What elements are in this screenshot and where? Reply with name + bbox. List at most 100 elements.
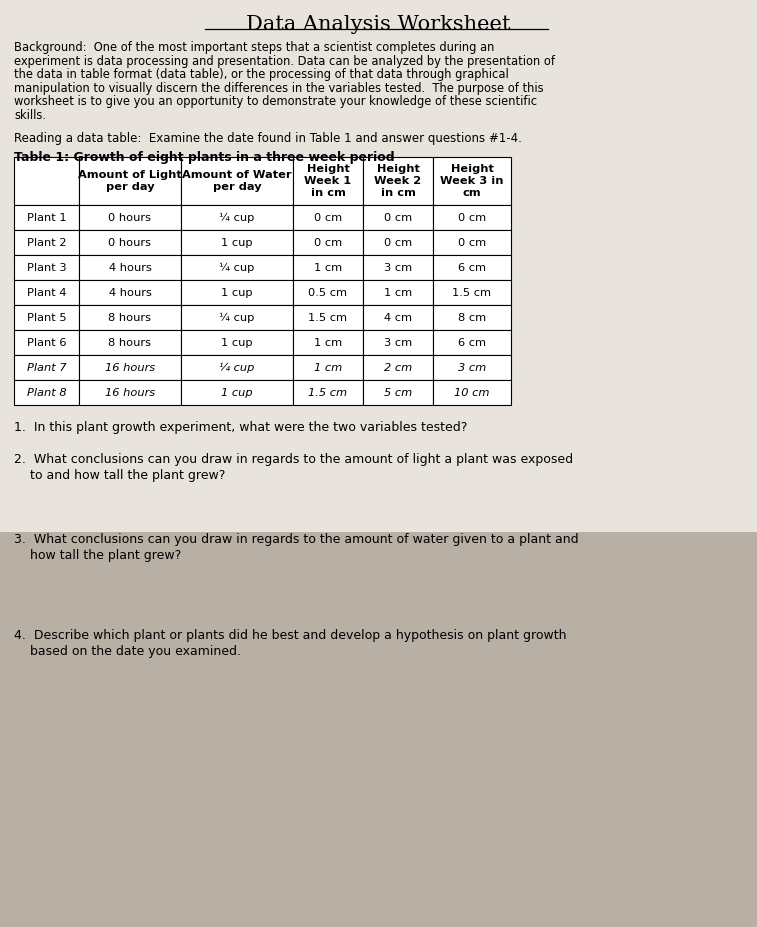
Text: experiment is data processing and presentation. Data can be analyzed by the pres: experiment is data processing and presen…: [14, 55, 555, 68]
Text: 6 cm: 6 cm: [458, 262, 486, 273]
Text: Table 1: Growth of eight plants in a three week period: Table 1: Growth of eight plants in a thr…: [14, 151, 394, 164]
Text: how tall the plant grew?: how tall the plant grew?: [14, 549, 181, 562]
Bar: [79, 280, 181, 305]
Bar: [79, 305, 181, 330]
Text: skills.: skills.: [14, 108, 46, 121]
Text: Background:  One of the most important steps that a scientist completes during a: Background: One of the most important st…: [14, 41, 494, 54]
Text: 1.5 cm: 1.5 cm: [309, 312, 347, 323]
Bar: [14, 280, 79, 305]
Bar: [293, 280, 363, 305]
Text: 16 hours: 16 hours: [105, 362, 155, 373]
Bar: [433, 157, 511, 205]
Bar: [181, 230, 293, 255]
Bar: [363, 305, 433, 330]
Bar: [181, 330, 293, 355]
Bar: [363, 230, 433, 255]
Text: worksheet is to give you an opportunity to demonstrate your knowledge of these s: worksheet is to give you an opportunity …: [14, 95, 537, 108]
Text: ¼ cup: ¼ cup: [220, 362, 254, 373]
Bar: [14, 305, 79, 330]
Bar: [14, 330, 79, 355]
Text: Height
Week 2
in cm: Height Week 2 in cm: [375, 163, 422, 198]
Bar: [363, 280, 433, 305]
Text: Amount of Water
per day: Amount of Water per day: [182, 170, 291, 192]
Text: 3 cm: 3 cm: [458, 362, 486, 373]
Text: 8 hours: 8 hours: [108, 312, 151, 323]
Bar: [293, 205, 363, 230]
Bar: [293, 330, 363, 355]
Text: 8 cm: 8 cm: [458, 312, 486, 323]
Text: 4 hours: 4 hours: [108, 262, 151, 273]
Text: 0 hours: 0 hours: [108, 237, 151, 248]
Text: 0 cm: 0 cm: [314, 212, 342, 222]
Text: Plant 2: Plant 2: [26, 237, 67, 248]
Text: Reading a data table:  Examine the date found in Table 1 and answer questions #1: Reading a data table: Examine the date f…: [14, 132, 522, 145]
Bar: [181, 305, 293, 330]
Text: 2 cm: 2 cm: [384, 362, 412, 373]
Text: 2.  What conclusions can you draw in regards to the amount of light a plant was : 2. What conclusions can you draw in rega…: [14, 453, 573, 466]
Text: ¼ cup: ¼ cup: [220, 212, 254, 222]
Bar: [293, 255, 363, 280]
Text: Plant 3: Plant 3: [26, 262, 67, 273]
Bar: [363, 255, 433, 280]
Bar: [433, 355, 511, 380]
Bar: [14, 355, 79, 380]
Text: 3 cm: 3 cm: [384, 262, 412, 273]
Text: Data Analysis Worksheet: Data Analysis Worksheet: [246, 15, 510, 34]
Bar: [79, 380, 181, 405]
Text: 0 hours: 0 hours: [108, 212, 151, 222]
Text: 0 cm: 0 cm: [384, 237, 412, 248]
Bar: [181, 280, 293, 305]
Text: Plant 4: Plant 4: [26, 287, 67, 298]
Text: 0 cm: 0 cm: [458, 237, 486, 248]
Text: 1.  In this plant growth experiment, what were the two variables tested?: 1. In this plant growth experiment, what…: [14, 421, 467, 434]
Text: 1.5 cm: 1.5 cm: [308, 387, 347, 398]
Text: to and how tall the plant grew?: to and how tall the plant grew?: [14, 469, 226, 482]
Bar: [14, 157, 79, 205]
Bar: [14, 205, 79, 230]
Bar: [181, 205, 293, 230]
Text: manipulation to visually discern the differences in the variables tested.  The p: manipulation to visually discern the dif…: [14, 82, 544, 95]
Bar: [79, 205, 181, 230]
Bar: [79, 355, 181, 380]
Text: 5 cm: 5 cm: [384, 387, 412, 398]
Text: the data in table format (data table), or the processing of that data through gr: the data in table format (data table), o…: [14, 68, 509, 81]
Bar: [14, 380, 79, 405]
Text: Plant 5: Plant 5: [26, 312, 67, 323]
Bar: [0, 0, 757, 532]
Text: Plant 7: Plant 7: [26, 362, 67, 373]
Bar: [79, 230, 181, 255]
Text: 0 cm: 0 cm: [384, 212, 412, 222]
Bar: [14, 255, 79, 280]
Bar: [363, 157, 433, 205]
Text: 1 cup: 1 cup: [221, 337, 253, 348]
Bar: [79, 330, 181, 355]
Text: Plant 1: Plant 1: [26, 212, 67, 222]
Text: 1.5 cm: 1.5 cm: [453, 287, 491, 298]
Text: 1 cm: 1 cm: [314, 262, 342, 273]
Text: 1 cm: 1 cm: [384, 287, 412, 298]
Bar: [181, 255, 293, 280]
Bar: [293, 380, 363, 405]
Bar: [433, 255, 511, 280]
Text: 1 cup: 1 cup: [221, 387, 253, 398]
Bar: [14, 230, 79, 255]
Text: 10 cm: 10 cm: [454, 387, 490, 398]
Bar: [181, 157, 293, 205]
Text: 4 cm: 4 cm: [384, 312, 412, 323]
Bar: [433, 380, 511, 405]
Text: Height
Week 1
in cm: Height Week 1 in cm: [304, 163, 351, 198]
Bar: [433, 280, 511, 305]
Bar: [363, 380, 433, 405]
Text: 0 cm: 0 cm: [314, 237, 342, 248]
Text: 1 cup: 1 cup: [221, 237, 253, 248]
Text: ¼ cup: ¼ cup: [220, 262, 254, 273]
Bar: [181, 355, 293, 380]
Text: 16 hours: 16 hours: [105, 387, 155, 398]
Bar: [433, 205, 511, 230]
Bar: [293, 305, 363, 330]
Text: Height
Week 3 in
cm: Height Week 3 in cm: [441, 163, 503, 198]
Text: 1 cm: 1 cm: [314, 362, 342, 373]
Text: Plant 8: Plant 8: [26, 387, 67, 398]
Bar: [293, 230, 363, 255]
Text: 3 cm: 3 cm: [384, 337, 412, 348]
